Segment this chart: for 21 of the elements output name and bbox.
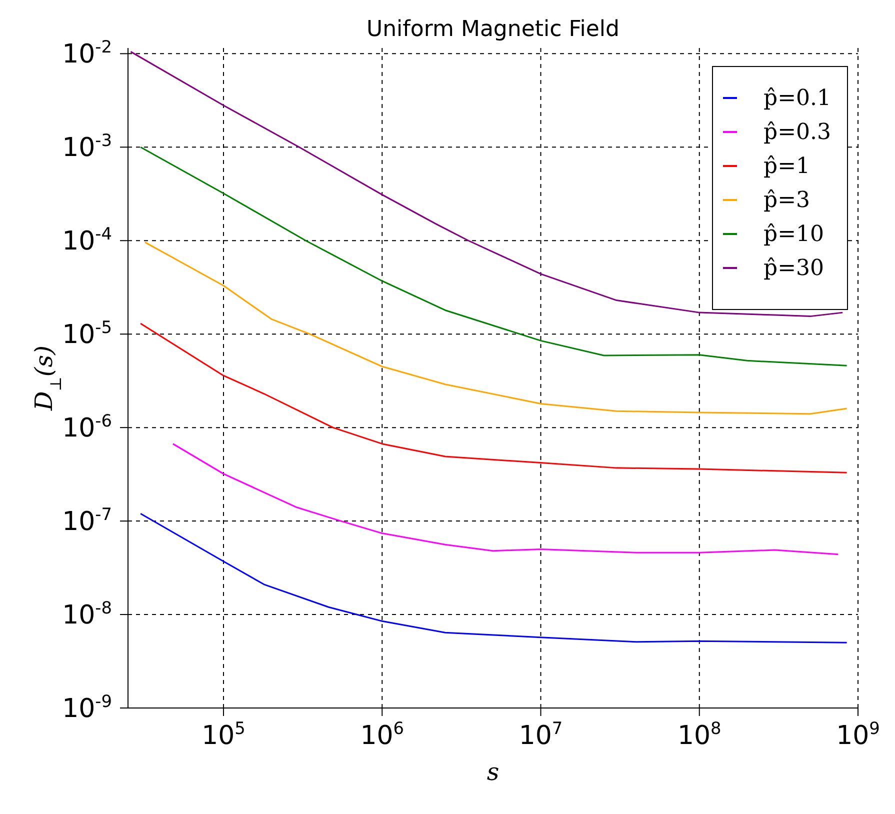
x-axis-title: s xyxy=(486,758,500,786)
x-tick-label: 10$^{9}$ xyxy=(836,718,880,751)
y-tick-label: 10$^{-3}$ xyxy=(62,130,112,164)
legend-label: p̂=30 xyxy=(763,256,824,280)
y-tick-label: 10$^{-2}$ xyxy=(62,36,112,70)
y-tick-label: 10$^{-7}$ xyxy=(62,504,112,538)
legend-label: p̂=1 xyxy=(763,154,810,178)
legend-label: p̂=0.1 xyxy=(763,86,831,110)
x-tick-label: 10$^{7}$ xyxy=(518,718,563,751)
chart-title: Uniform Magnetic Field xyxy=(366,17,620,42)
y-tick-label: 10$^{-9}$ xyxy=(62,691,112,724)
x-tick-label: 10$^{8}$ xyxy=(677,718,722,751)
legend-label: p̂=10 xyxy=(763,222,824,246)
legend-label: p̂=0.3 xyxy=(763,120,831,144)
x-tick-label: 10$^{6}$ xyxy=(360,718,404,751)
y-tick-label: 10$^{-5}$ xyxy=(62,317,112,350)
x-tick-label: 10$^{5}$ xyxy=(202,718,246,751)
y-tick-label: 10$^{-6}$ xyxy=(62,410,112,444)
y-tick-label: 10$^{-4}$ xyxy=(62,224,112,257)
y-tick-label: 10$^{-8}$ xyxy=(62,598,112,631)
legend-label: p̂=3 xyxy=(763,188,810,212)
